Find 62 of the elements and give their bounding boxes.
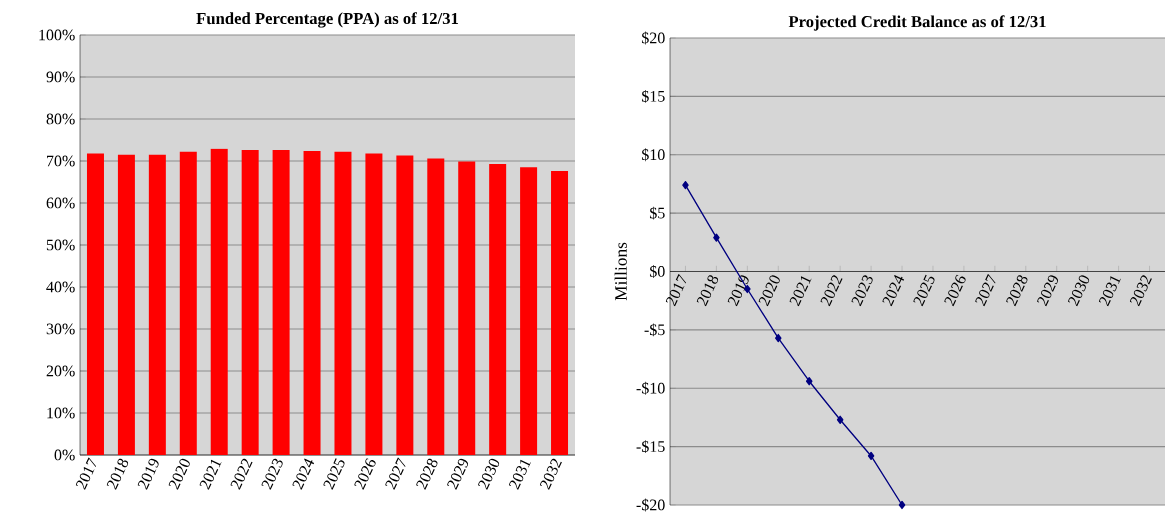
- y-tick-label: 30%: [46, 323, 75, 335]
- point: [867, 451, 875, 461]
- x-tick-label: 2021: [789, 276, 812, 307]
- x-tick-label: 2029: [447, 458, 469, 490]
- x-tick-label: 2019: [727, 275, 749, 307]
- x-tick-label: 2025: [913, 274, 935, 307]
- x-tick-label: 2018: [696, 275, 719, 307]
- x-tick-label: 2023: [851, 275, 873, 307]
- point: [775, 333, 782, 343]
- x-tick-label: 2032: [1129, 275, 1152, 307]
- y-tick-label: 20%: [46, 365, 75, 377]
- point: [805, 377, 813, 386]
- y-tick-label: 0%: [54, 449, 75, 461]
- x-tick-label: 2027: [385, 457, 406, 490]
- point: [898, 500, 906, 510]
- y-tick-label: $10: [641, 148, 665, 162]
- x-tick-label: 2032: [539, 458, 562, 490]
- chart-title: Projected Credit Balance as of 12/31: [788, 15, 1046, 31]
- x-tick-label: 2031: [508, 459, 531, 490]
- y-tick-label: -$20: [636, 498, 665, 512]
- x-tick-label: 2029: [1037, 275, 1059, 307]
- point: [682, 180, 689, 190]
- y-axis-title: Millions: [614, 242, 627, 301]
- y-tick-label: 100%: [39, 29, 75, 41]
- x-tick-label: 2020: [758, 275, 780, 307]
- y-tick-label: -$15: [636, 440, 665, 454]
- x-tick-label: 2019: [137, 458, 159, 490]
- y-tick-label: 50%: [46, 239, 75, 251]
- y-tick-label: 80%: [46, 113, 75, 125]
- y-tick-label: 40%: [46, 281, 75, 293]
- x-tick-label: 2018: [106, 458, 129, 490]
- x-tick-label: 2025: [323, 458, 345, 490]
- y-tick-label: -$10: [636, 381, 665, 395]
- x-tick-label: 2030: [1068, 275, 1090, 307]
- y-tick-label: -$5: [644, 323, 665, 337]
- y-tick-label: 10%: [47, 407, 75, 419]
- x-tick-label: 2023: [261, 458, 283, 490]
- y-tick-label: $15: [641, 89, 665, 103]
- x-tick-label: 2021: [199, 459, 222, 490]
- chart-title: Funded Percentage (PPA) as of 12/31: [196, 12, 459, 28]
- x-tick-label: 2027: [975, 273, 996, 307]
- point: [713, 233, 720, 242]
- x-tick-label: 2028: [416, 458, 438, 490]
- x-tick-label: 2022: [230, 458, 253, 490]
- x-tick-label: 2024: [882, 275, 905, 307]
- x-tick-label: 2030: [478, 458, 500, 490]
- x-tick-label: 2017: [665, 273, 687, 307]
- x-tick-label: 2017: [75, 457, 97, 490]
- x-tick-label: 2028: [1006, 275, 1028, 307]
- y-tick-label: 60%: [46, 197, 75, 209]
- x-tick-label: 2022: [820, 275, 843, 307]
- y-tick-label: $5: [649, 206, 665, 220]
- x-tick-label: 2031: [1098, 276, 1121, 307]
- y-tick-label: 70%: [47, 155, 75, 167]
- point: [836, 415, 844, 424]
- x-tick-label: 2026: [944, 274, 966, 307]
- y-tick-label: $0: [649, 265, 665, 278]
- y-tick-label: 90%: [46, 71, 75, 83]
- x-tick-label: 2026: [354, 458, 376, 490]
- x-tick-label: 2024: [292, 458, 315, 490]
- x-tick-label: 2020: [168, 458, 190, 490]
- y-tick-label: $20: [641, 31, 665, 45]
